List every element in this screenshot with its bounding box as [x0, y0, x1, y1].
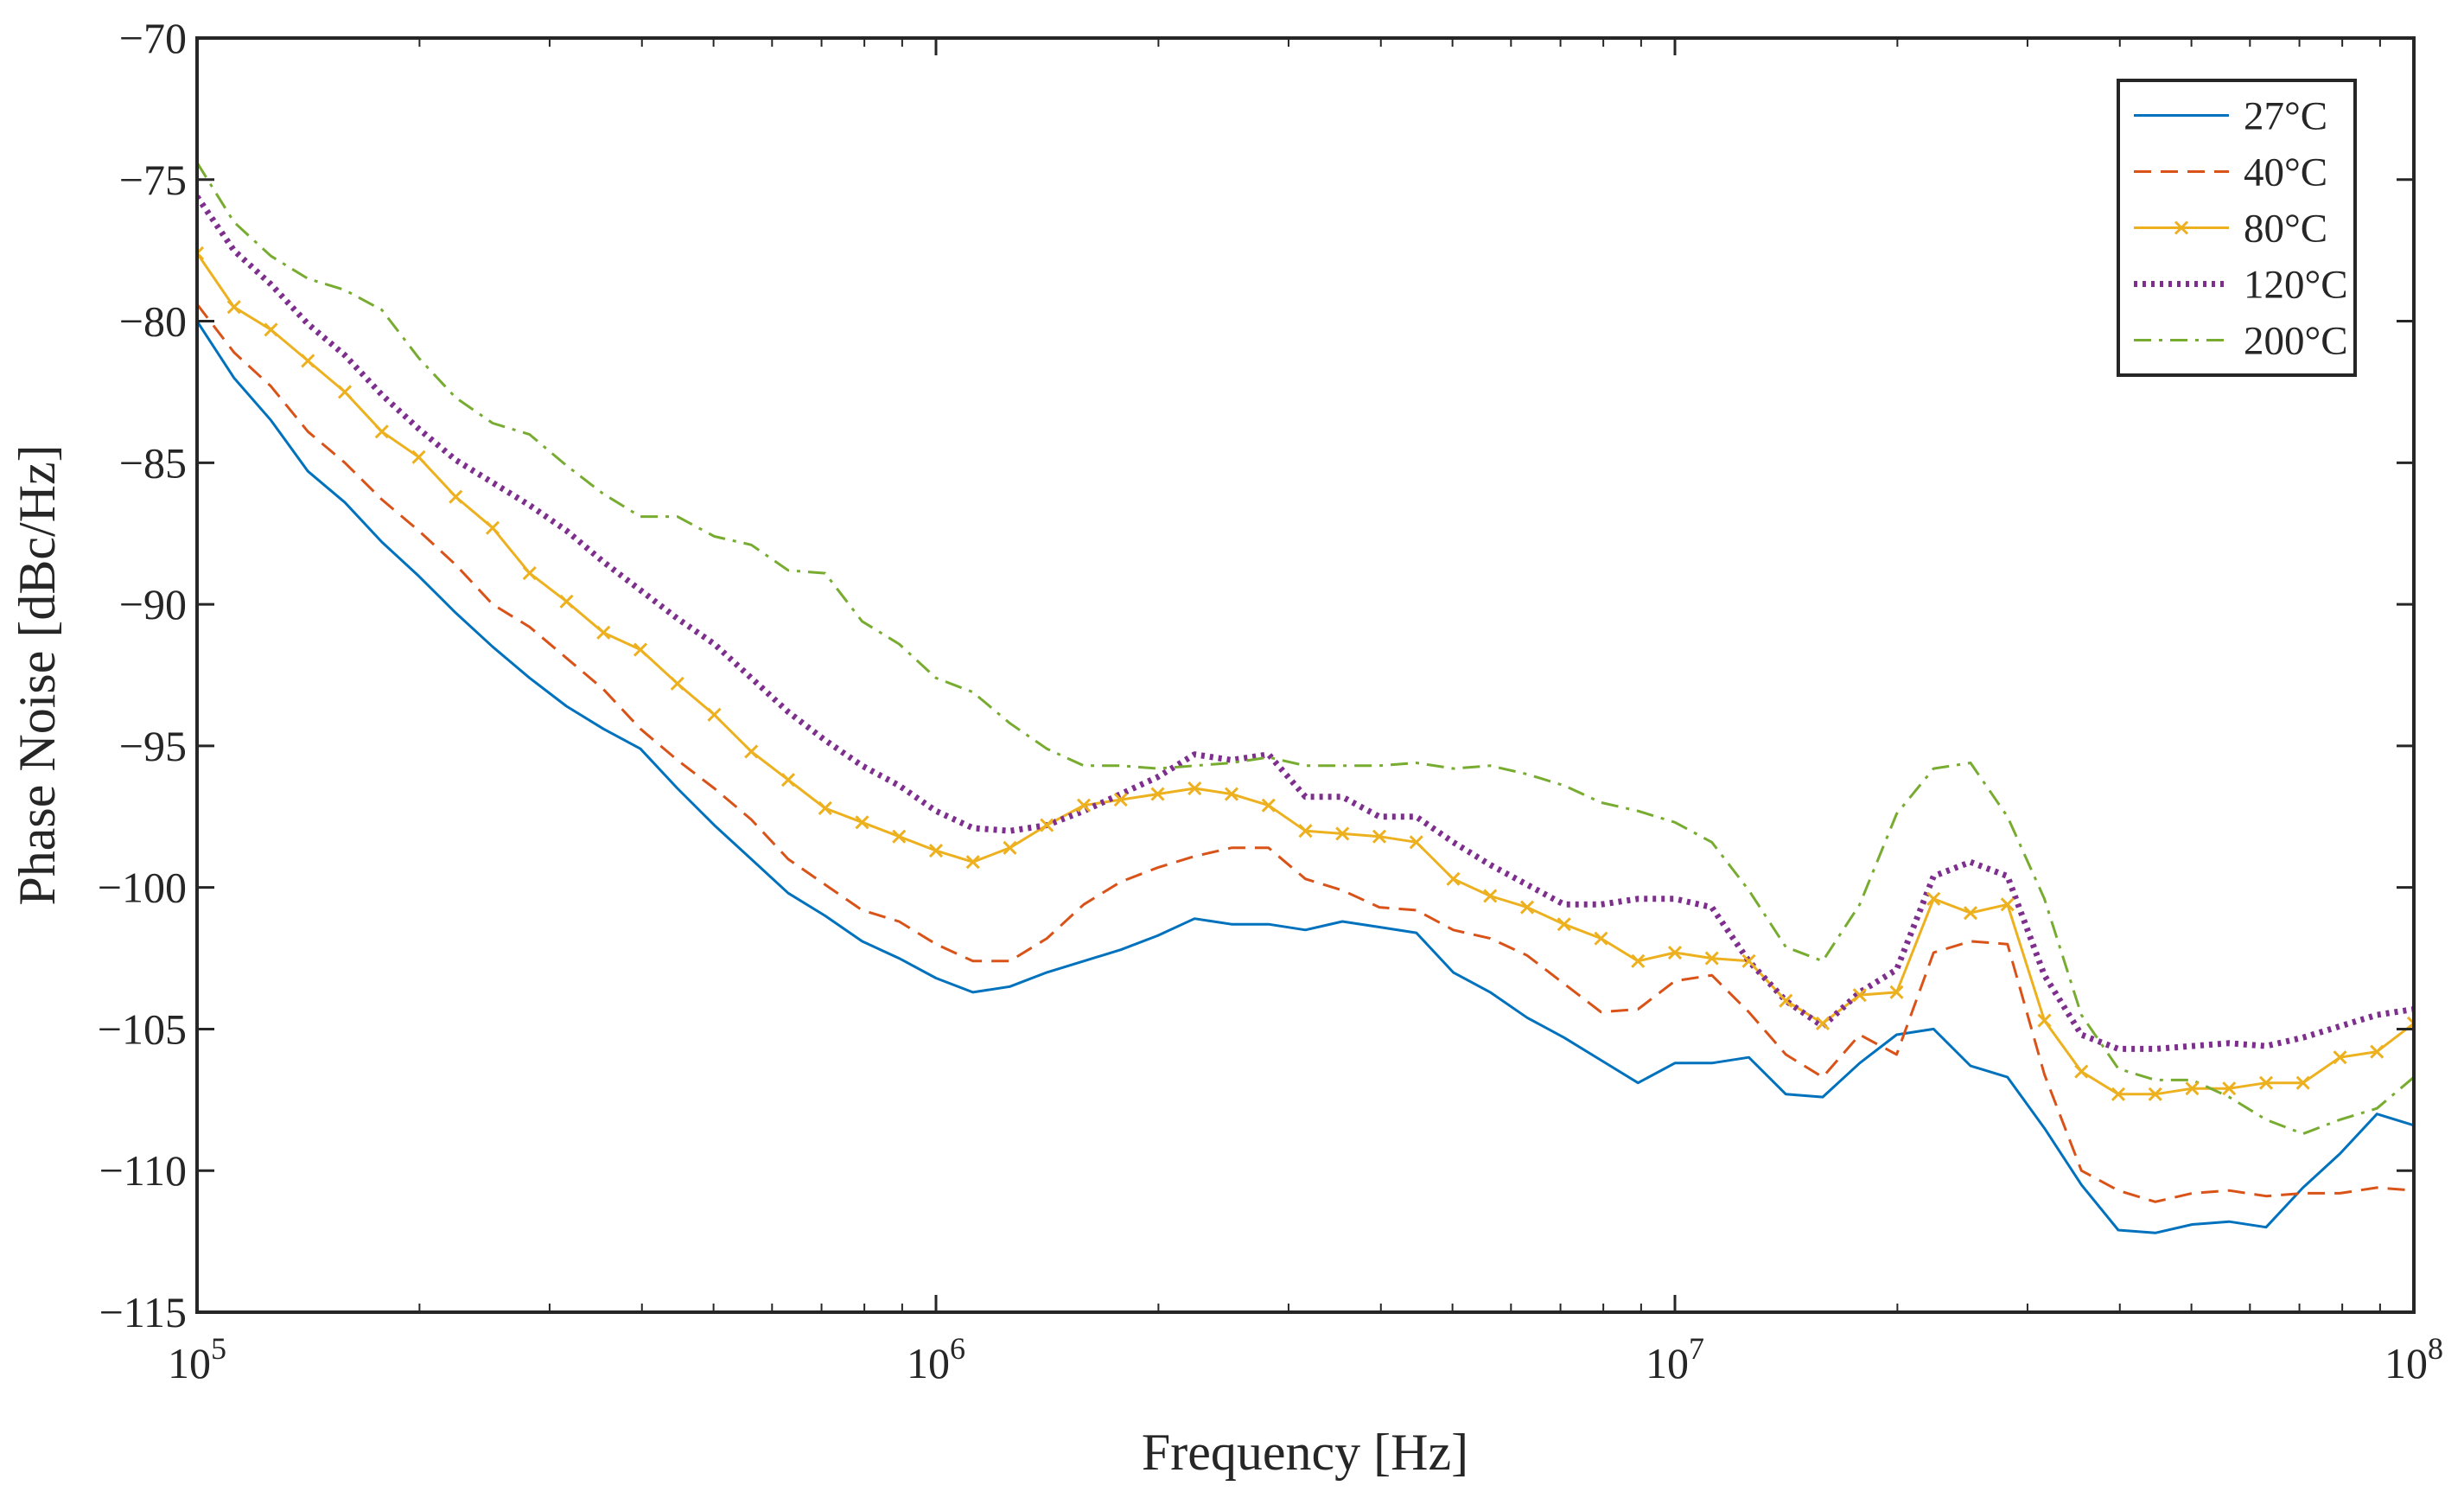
marker-layer [197, 245, 2414, 1101]
series-marker-2-43 [1779, 993, 1793, 1008]
series-marker-2-19 [892, 829, 907, 844]
series-marker-2-17 [818, 800, 832, 816]
legend-label-1: 40°C [2244, 150, 2327, 195]
series-marker-2-7 [449, 489, 463, 504]
series-marker-2-41 [1704, 951, 1719, 966]
series-line-0 [197, 320, 2414, 1234]
series-marker-2-33 [1409, 835, 1423, 850]
legend-label-0: 27°C [2244, 94, 2327, 139]
series-marker-2-24 [1076, 798, 1092, 813]
series-marker-2-31 [1335, 826, 1350, 841]
series-line-3 [197, 194, 2414, 1052]
series-marker-2-16 [780, 773, 796, 787]
plot-frame [195, 36, 2416, 1314]
y-tick-label-5: −95 [119, 722, 187, 770]
series-marker-2-37 [1557, 917, 1571, 932]
series-marker-2-13 [670, 676, 684, 691]
series-marker-2-47 [1926, 891, 1941, 906]
series-marker-2-59 [2370, 1044, 2384, 1059]
series-marker-2-4 [337, 385, 353, 399]
series-marker-2-40 [1667, 945, 1683, 960]
x-tick-label-3: 108 [2384, 1331, 2443, 1387]
series-marker-2-27 [1187, 781, 1202, 796]
series-marker-2-29 [1261, 798, 1276, 813]
x-tick-label-2: 107 [1646, 1331, 1704, 1387]
series-marker-2-38 [1594, 931, 1608, 946]
series-marker-2-55 [2222, 1081, 2237, 1096]
series-marker-2-56 [2258, 1075, 2274, 1090]
legend: 27°C 40°C 80°C 120°C 200°C [2117, 79, 2357, 377]
series-marker-2-15 [744, 744, 759, 759]
series-marker-2-5 [374, 424, 389, 439]
series-marker-2-35 [1483, 889, 1498, 903]
series-marker-2-58 [2333, 1050, 2347, 1065]
x-axis-label: Frequency [Hz] [1142, 1424, 1468, 1481]
series-marker-2-18 [855, 815, 869, 830]
series-marker-2-6 [411, 450, 426, 464]
series-marker-2-10 [559, 594, 574, 609]
legend-label-4: 200°C [2244, 319, 2348, 364]
y-tick-label-3: −85 [119, 438, 187, 487]
series-marker-2-45 [1852, 988, 1867, 1003]
legend-label-2: 80°C [2244, 207, 2327, 252]
series-marker-2-20 [928, 844, 944, 858]
series-marker-2-53 [2148, 1087, 2162, 1101]
series-marker-2-8 [485, 520, 500, 535]
series-line-1 [197, 303, 2414, 1203]
x-tick-label-0: 105 [168, 1331, 226, 1387]
series-marker-2-48 [1963, 906, 1978, 921]
series-marker-2-42 [1741, 953, 1756, 968]
y-tick-label-2: −80 [119, 297, 187, 346]
y-tick-label-6: −100 [98, 864, 187, 912]
series-marker-2-23 [1040, 818, 1054, 832]
series-marker-2-26 [1150, 787, 1165, 801]
series-line-4 [197, 162, 2414, 1136]
series-marker-2-1 [226, 300, 241, 315]
series-marker-2-46 [1889, 985, 1904, 999]
x-tick-label-1: 106 [907, 1331, 965, 1387]
y-tick-label-8: −110 [99, 1146, 187, 1195]
series-marker-2-57 [2295, 1075, 2310, 1090]
y-tick-label-1: −75 [119, 156, 187, 204]
series-marker-2-50 [2037, 1013, 2052, 1028]
y-tick-label-0: −70 [119, 14, 187, 62]
series-marker-2-9 [522, 566, 537, 581]
series-marker-2-39 [1631, 953, 1646, 968]
series-marker-2-54 [2185, 1081, 2200, 1096]
y-tick-label-4: −90 [119, 580, 187, 628]
series-marker-2-2 [264, 322, 278, 337]
series-marker-2-36 [1519, 900, 1535, 915]
series-marker-2-11 [596, 625, 611, 640]
series-marker-2-34 [1446, 871, 1461, 886]
series-marker-2-0 [197, 245, 205, 261]
y-tick-label-7: −105 [98, 1004, 187, 1053]
legend-marker-2 [2174, 220, 2189, 235]
series-marker-2-12 [633, 642, 648, 657]
series-marker-2-25 [1113, 793, 1128, 807]
series-marker-2-22 [1003, 840, 1017, 855]
series-marker-2-51 [2074, 1064, 2089, 1079]
series-marker-2-28 [1224, 787, 1239, 801]
y-tick-label-9: −115 [99, 1288, 187, 1336]
series-marker-2-44 [1815, 1016, 1830, 1030]
series-marker-2-3 [301, 354, 315, 368]
series-marker-2-30 [1298, 824, 1313, 838]
series-marker-2-21 [965, 855, 980, 870]
y-axis-label: Phase Noise [dBc/Hz] [9, 444, 66, 905]
series-marker-2-32 [1372, 829, 1387, 844]
series-marker-2-52 [2111, 1087, 2126, 1101]
series-marker-2-60 [2406, 1016, 2414, 1030]
legend-label-3: 120°C [2244, 263, 2348, 308]
series-marker-2-14 [707, 707, 722, 722]
series-marker-2-49 [2000, 897, 2015, 912]
